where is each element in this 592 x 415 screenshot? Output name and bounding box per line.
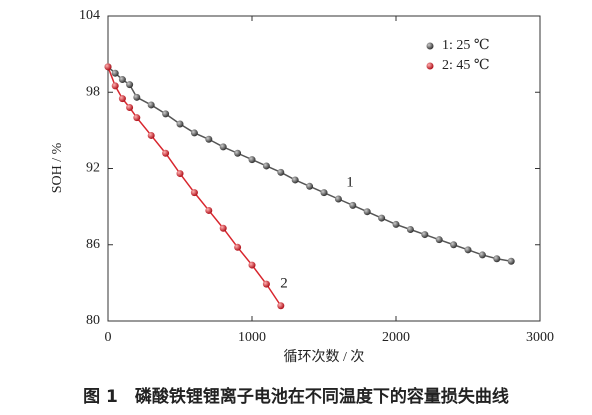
x-tick-label: 3000 xyxy=(526,330,554,345)
data-point xyxy=(126,104,134,111)
data-point xyxy=(306,182,314,190)
data-point xyxy=(262,280,270,288)
legend-label: 1: 25 ℃ xyxy=(442,38,490,53)
data-point xyxy=(248,261,256,269)
data-point xyxy=(493,255,501,263)
data-point xyxy=(406,226,414,233)
data-point xyxy=(111,69,119,77)
data-point xyxy=(478,251,486,259)
data-point xyxy=(190,129,198,137)
data-point xyxy=(104,63,112,71)
y-axis-label: SOH / % xyxy=(50,142,65,193)
data-point xyxy=(205,135,213,143)
data-point xyxy=(147,131,155,139)
data-point xyxy=(234,149,242,157)
y-tick-label: 98 xyxy=(86,84,100,99)
data-point xyxy=(162,149,170,157)
x-tick-label: 2000 xyxy=(382,330,410,345)
legend-label: 2: 45 ℃ xyxy=(442,58,490,73)
data-point xyxy=(277,302,285,310)
data-point xyxy=(334,195,342,203)
data-point xyxy=(126,81,134,89)
data-point xyxy=(176,120,184,128)
data-point xyxy=(205,206,213,214)
data-point xyxy=(392,220,400,228)
annotation: 1 xyxy=(346,174,354,190)
y-tick-label: 92 xyxy=(86,161,100,176)
series-line xyxy=(107,66,512,263)
y-tick-label: 80 xyxy=(86,313,100,328)
data-point xyxy=(450,241,458,249)
data-point xyxy=(162,110,170,118)
data-point xyxy=(176,170,184,178)
y-tick-label: 104 xyxy=(79,8,100,23)
data-point xyxy=(291,176,299,184)
data-point xyxy=(349,201,357,209)
data-point xyxy=(133,93,141,101)
data-point xyxy=(219,143,227,151)
series-line xyxy=(107,66,282,307)
x-axis-label: 循环次数 / 次 xyxy=(284,349,365,365)
data-point xyxy=(378,214,386,222)
data-point xyxy=(277,168,285,176)
caption: 图 1 磷酸铁锂锂离子电池在不同温度下的容量损失曲线 xyxy=(83,386,509,407)
data-point xyxy=(262,162,270,170)
data-point xyxy=(248,156,256,164)
legend-marker xyxy=(426,42,434,50)
data-point xyxy=(118,95,126,103)
data-point xyxy=(464,246,472,254)
legend-marker xyxy=(426,62,434,70)
annotation: 2 xyxy=(280,275,288,291)
data-point xyxy=(435,236,443,244)
data-point xyxy=(147,101,155,109)
data-point xyxy=(507,257,515,265)
data-point xyxy=(190,189,198,197)
x-tick-label: 1000 xyxy=(238,330,266,345)
data-point xyxy=(234,243,242,251)
x-tick-label: 0 xyxy=(105,330,112,345)
data-point xyxy=(219,224,227,232)
data-point xyxy=(133,114,141,122)
data-point xyxy=(320,189,328,197)
data-point xyxy=(118,76,126,84)
data-point xyxy=(363,208,371,216)
data-point xyxy=(111,82,119,90)
y-tick-label: 86 xyxy=(86,237,100,252)
data-point xyxy=(421,231,429,239)
